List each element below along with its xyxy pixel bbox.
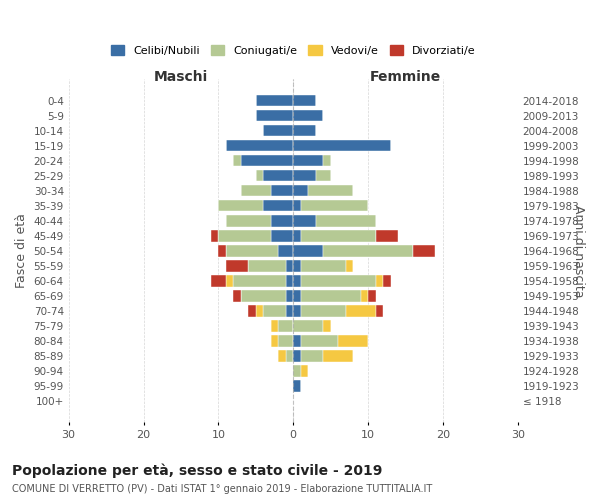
- Bar: [301, 366, 308, 376]
- Bar: [286, 260, 293, 272]
- Bar: [233, 155, 241, 166]
- Bar: [301, 306, 346, 316]
- Bar: [241, 155, 293, 166]
- Bar: [293, 110, 323, 122]
- Bar: [226, 216, 271, 226]
- Legend: Celibi/Nubili, Coniugati/e, Vedovi/e, Divorziati/e: Celibi/Nubili, Coniugati/e, Vedovi/e, Di…: [107, 40, 480, 60]
- Bar: [271, 336, 278, 346]
- Bar: [293, 200, 301, 211]
- Bar: [293, 350, 301, 362]
- Bar: [293, 125, 316, 136]
- Bar: [293, 276, 301, 286]
- Bar: [293, 155, 323, 166]
- Bar: [301, 290, 361, 302]
- Y-axis label: Anni di nascita: Anni di nascita: [572, 204, 585, 297]
- Bar: [346, 260, 353, 272]
- Bar: [293, 290, 301, 302]
- Bar: [413, 246, 436, 256]
- Bar: [293, 185, 308, 196]
- Bar: [278, 350, 286, 362]
- Bar: [241, 185, 271, 196]
- Bar: [226, 140, 293, 151]
- Bar: [293, 380, 301, 392]
- Bar: [301, 260, 346, 272]
- Bar: [338, 336, 368, 346]
- Bar: [218, 230, 271, 241]
- Bar: [301, 200, 368, 211]
- Bar: [301, 230, 376, 241]
- Bar: [278, 336, 293, 346]
- Bar: [218, 200, 263, 211]
- Text: COMUNE DI VERRETTO (PV) - Dati ISTAT 1° gennaio 2019 - Elaborazione TUTTITALIA.I: COMUNE DI VERRETTO (PV) - Dati ISTAT 1° …: [12, 484, 432, 494]
- Bar: [226, 260, 248, 272]
- Bar: [271, 216, 293, 226]
- Bar: [316, 170, 331, 181]
- Bar: [293, 95, 316, 106]
- Bar: [323, 350, 353, 362]
- Bar: [248, 306, 256, 316]
- Bar: [248, 260, 286, 272]
- Bar: [256, 306, 263, 316]
- Bar: [226, 246, 278, 256]
- Bar: [293, 336, 301, 346]
- Bar: [263, 200, 293, 211]
- Bar: [293, 216, 316, 226]
- Bar: [256, 170, 263, 181]
- Bar: [323, 155, 331, 166]
- Bar: [233, 290, 241, 302]
- Bar: [263, 125, 293, 136]
- Bar: [316, 216, 376, 226]
- Bar: [293, 366, 301, 376]
- Bar: [323, 246, 413, 256]
- Text: Femmine: Femmine: [370, 70, 441, 84]
- Bar: [301, 350, 323, 362]
- Bar: [376, 306, 383, 316]
- Bar: [301, 336, 338, 346]
- Text: Maschi: Maschi: [154, 70, 208, 84]
- Bar: [241, 290, 286, 302]
- Bar: [286, 350, 293, 362]
- Bar: [293, 246, 323, 256]
- Bar: [286, 290, 293, 302]
- Bar: [271, 185, 293, 196]
- Bar: [211, 230, 218, 241]
- Y-axis label: Fasce di età: Fasce di età: [15, 214, 28, 288]
- Bar: [286, 306, 293, 316]
- Bar: [278, 320, 293, 332]
- Bar: [293, 230, 301, 241]
- Bar: [218, 246, 226, 256]
- Bar: [308, 185, 353, 196]
- Bar: [323, 320, 331, 332]
- Bar: [286, 276, 293, 286]
- Bar: [293, 306, 301, 316]
- Text: Popolazione per età, sesso e stato civile - 2019: Popolazione per età, sesso e stato civil…: [12, 463, 382, 477]
- Bar: [293, 170, 316, 181]
- Bar: [293, 140, 391, 151]
- Bar: [368, 290, 376, 302]
- Bar: [256, 95, 293, 106]
- Bar: [293, 260, 301, 272]
- Bar: [263, 306, 286, 316]
- Bar: [301, 276, 376, 286]
- Bar: [346, 306, 376, 316]
- Bar: [271, 320, 278, 332]
- Bar: [256, 110, 293, 122]
- Bar: [271, 230, 293, 241]
- Bar: [376, 276, 383, 286]
- Bar: [233, 276, 286, 286]
- Bar: [293, 320, 323, 332]
- Bar: [226, 276, 233, 286]
- Bar: [383, 276, 391, 286]
- Bar: [361, 290, 368, 302]
- Bar: [376, 230, 398, 241]
- Bar: [263, 170, 293, 181]
- Bar: [278, 246, 293, 256]
- Bar: [211, 276, 226, 286]
